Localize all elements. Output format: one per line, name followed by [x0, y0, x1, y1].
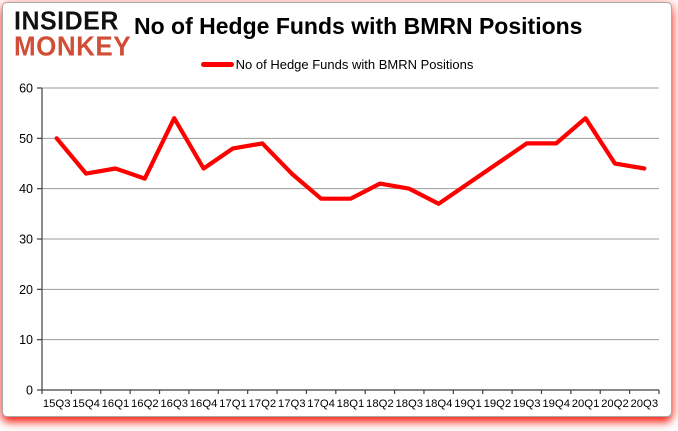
x-axis-tick-label: 20Q2 [601, 398, 629, 410]
x-axis-tick-label: 19Q4 [542, 398, 570, 410]
x-axis-tick-label: 15Q4 [72, 398, 100, 410]
logo-monkey-text: MONKEY [14, 29, 132, 62]
line-chart: 0 10 20 30 40 50 60 15Q3 15Q4 16Q1 16Q2 16Q3 16Q4 17Q… [3, 3, 671, 416]
x-axis-tick-label: 17Q4 [307, 398, 335, 410]
y-axis-tick-label: 40 [19, 182, 33, 196]
x-axis-tick-label: 15Q3 [43, 398, 71, 410]
chart-title: No of Hedge Funds with BMRN Positions [134, 13, 583, 39]
legend-label: No of Hedge Funds with BMRN Positions [235, 57, 474, 72]
y-axis-tick-label: 0 [26, 384, 33, 398]
x-axis-tick-label: 18Q2 [366, 398, 394, 410]
y-axis-tick-label: 60 [19, 82, 33, 96]
y-axis-tick-label: 50 [19, 132, 33, 146]
legend-line-marker [200, 62, 234, 67]
x-axis-tick-label: 16Q2 [131, 398, 159, 410]
x-axis-tick-label: 20Q1 [572, 398, 600, 410]
legend: No of Hedge Funds with BMRN Positions [3, 57, 671, 72]
x-axis-tick-label: 16Q1 [102, 398, 130, 410]
x-axis-tick-label: 19Q3 [513, 398, 541, 410]
x-axis-tick-label: 20Q3 [630, 398, 658, 410]
series-line [54, 116, 647, 206]
x-axis-tick-label: 18Q3 [395, 398, 423, 410]
chart-card: INSIDER MONKEY No of Hedge Funds with BM… [2, 2, 672, 417]
x-axis-tick-label: 16Q3 [160, 398, 188, 410]
y-axis-tick-label: 20 [19, 283, 33, 297]
x-axis-tick-label: 17Q3 [278, 398, 306, 410]
x-axis-tick-label: 16Q4 [190, 398, 218, 410]
logo-insider-text: INSIDER [14, 6, 119, 36]
x-axis-tick-label: 18Q4 [425, 398, 453, 410]
x-axis-tick-label: 18Q1 [337, 398, 365, 410]
x-axis-tick-label: 19Q2 [484, 398, 512, 410]
insider-monkey-logo: INSIDER MONKEY [14, 6, 132, 62]
y-axis-tick-label: 30 [19, 233, 33, 247]
x-axis-tick-label: 17Q2 [249, 398, 277, 410]
y-axis-tick-label: 10 [19, 333, 33, 347]
x-axis-tick-label: 17Q1 [219, 398, 247, 410]
x-axis-tick-label: 19Q1 [454, 398, 482, 410]
